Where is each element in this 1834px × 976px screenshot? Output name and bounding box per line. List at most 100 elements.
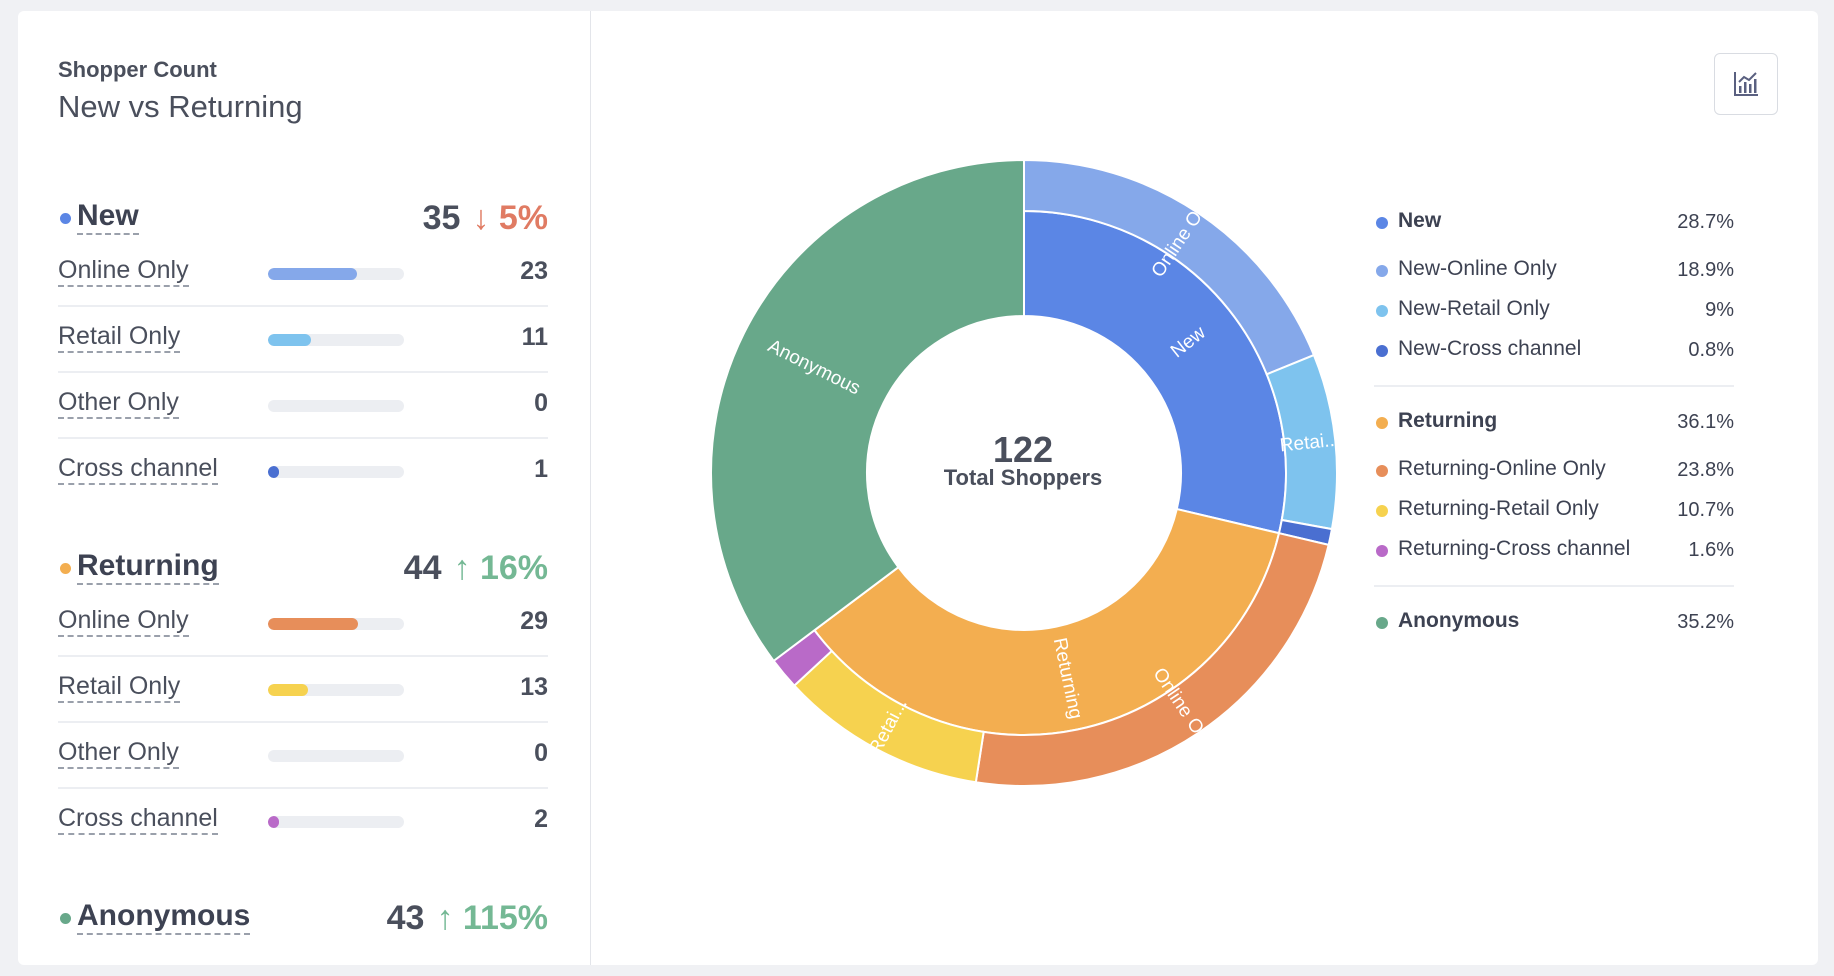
group-count: 35 <box>422 199 461 237</box>
legend-item[interactable]: Anonymous 35.2% <box>1374 603 1734 651</box>
legend-label: Returning-Retail Only <box>1398 497 1599 520</box>
legend-dot <box>1376 617 1388 629</box>
group-metrics: 35 ↓ 5% <box>423 199 548 237</box>
channel-label[interactable]: Retail Only <box>58 671 181 703</box>
channel-value: 2 <box>534 805 548 833</box>
slice-anonymous[interactable] <box>710 158 1025 663</box>
legend-percent: 18.9% <box>1677 259 1734 281</box>
channel-row: Cross channel 2 <box>58 789 548 853</box>
legend-percent: 28.7% <box>1677 211 1734 233</box>
group-returning: Returning 44 ↑ 16% Online Only 29 Retail Only… <box>58 545 548 853</box>
channel-value: 13 <box>520 673 548 701</box>
legend-item[interactable]: Returning-Cross channel 1.6% <box>1374 531 1734 571</box>
legend-item[interactable]: New 28.7% <box>1374 203 1734 251</box>
legend-dot <box>1376 305 1388 317</box>
channel-label[interactable]: Retail Only <box>58 321 181 353</box>
channel-label[interactable]: Online Only <box>58 255 189 287</box>
channel-value: 23 <box>520 257 548 285</box>
legend-percent: 10.7% <box>1677 499 1734 521</box>
legend-item[interactable]: New-Cross channel 0.8% <box>1374 331 1734 371</box>
channel-value: 0 <box>534 739 548 767</box>
group-count: 44 <box>403 549 442 587</box>
legend-separator <box>1374 585 1734 587</box>
group-change: ↓ 5% <box>472 199 548 237</box>
channel-bar <box>268 400 404 412</box>
legend-label: Returning-Cross channel <box>1398 537 1631 560</box>
group-anonymous: Anonymous 43 ↑ 115% <box>58 895 548 939</box>
legend-dot <box>1376 465 1388 477</box>
legend-label: Returning-Online Only <box>1398 457 1606 480</box>
legend-item[interactable]: New-Retail Only 9% <box>1374 291 1734 331</box>
group-metrics: 44 ↑ 16% <box>404 549 548 587</box>
legend-dot <box>1376 545 1388 557</box>
card-title: New vs Returning <box>58 89 303 124</box>
group-color-dot <box>60 213 71 224</box>
channel-bar-fill <box>268 334 311 346</box>
group-metrics: 43 ↑ 115% <box>387 899 548 937</box>
channel-label[interactable]: Online Only <box>58 605 189 637</box>
channel-label[interactable]: Other Only <box>58 737 179 769</box>
legend-percent: 35.2% <box>1677 611 1734 633</box>
channel-bar <box>268 816 404 828</box>
group-header: Returning 44 ↑ 16% <box>58 545 548 589</box>
chart-legend: New 28.7% New-Online Only 18.9% New-Retail O… <box>1374 203 1734 651</box>
group-rows: Online Only 23 Retail Only 11 Other Only 0 Cro… <box>58 241 548 503</box>
channel-bar <box>268 466 404 478</box>
channel-row: Online Only 23 <box>58 241 548 307</box>
group-count: 43 <box>386 899 425 937</box>
group-name[interactable]: Anonymous <box>77 899 251 935</box>
channel-row: Other Only 0 <box>58 373 548 439</box>
channel-label[interactable]: Cross channel <box>58 803 218 835</box>
legend-dot <box>1376 217 1388 229</box>
legend-label: New-Retail Only <box>1398 297 1550 320</box>
channel-label[interactable]: Cross channel <box>58 453 218 485</box>
legend-dot <box>1376 505 1388 517</box>
legend-item[interactable]: Returning-Online Only 23.8% <box>1374 451 1734 491</box>
channel-bar-fill <box>268 466 279 478</box>
legend-item[interactable]: New-Online Only 18.9% <box>1374 251 1734 291</box>
channel-bar <box>268 618 404 630</box>
channel-value: 0 <box>534 389 548 417</box>
channel-bar <box>268 334 404 346</box>
group-change: ↑ 115% <box>436 899 548 937</box>
group-new: New 35 ↓ 5% Online Only 23 Retail Only 11 Other… <box>58 195 548 503</box>
group-header: New 35 ↓ 5% <box>58 195 548 239</box>
legend-item[interactable]: Returning 36.1% <box>1374 403 1734 451</box>
channel-value: 29 <box>520 607 548 635</box>
channel-label[interactable]: Other Only <box>58 387 179 419</box>
channel-bar <box>268 268 404 280</box>
group-change: ↑ 16% <box>453 549 549 587</box>
channel-row: Retail Only 11 <box>58 307 548 373</box>
channel-row: Online Only 29 <box>58 591 548 657</box>
legend-percent: 9% <box>1705 299 1734 321</box>
channel-bar <box>268 750 404 762</box>
group-rows: Online Only 29 Retail Only 13 Other Only 0 Cro… <box>58 591 548 853</box>
legend-percent: 36.1% <box>1677 411 1734 433</box>
channel-row: Retail Only 13 <box>58 657 548 723</box>
legend-item[interactable]: Returning-Retail Only 10.7% <box>1374 491 1734 531</box>
legend-label: New-Cross channel <box>1398 337 1582 360</box>
legend-dot <box>1376 265 1388 277</box>
channel-value: 1 <box>534 455 548 483</box>
legend-separator <box>1374 385 1734 387</box>
group-color-dot <box>60 913 71 924</box>
group-header: Anonymous 43 ↑ 115% <box>58 895 548 939</box>
chart-icon <box>1734 72 1758 96</box>
channel-value: 11 <box>521 323 548 351</box>
legend-percent: 1.6% <box>1688 539 1734 561</box>
group-name[interactable]: Returning <box>77 549 219 585</box>
legend-label: New-Online Only <box>1398 257 1557 280</box>
chart-options-button[interactable] <box>1714 53 1778 115</box>
summary-panel: Shopper Count New vs Returning New 35 ↓ 5%… <box>18 11 591 965</box>
legend-percent: 23.8% <box>1677 459 1734 481</box>
legend-label: New <box>1398 209 1442 232</box>
total-shoppers-label: Total Shoppers <box>943 465 1103 490</box>
legend-dot <box>1376 345 1388 357</box>
channel-bar-fill <box>268 816 279 828</box>
channel-bar-fill <box>268 268 358 280</box>
group-name[interactable]: New <box>77 199 139 235</box>
legend-dot <box>1376 417 1388 429</box>
channel-bar-fill <box>268 618 358 630</box>
card-subtitle: Shopper Count <box>58 57 217 82</box>
total-shoppers-number: 122 <box>992 429 1054 470</box>
